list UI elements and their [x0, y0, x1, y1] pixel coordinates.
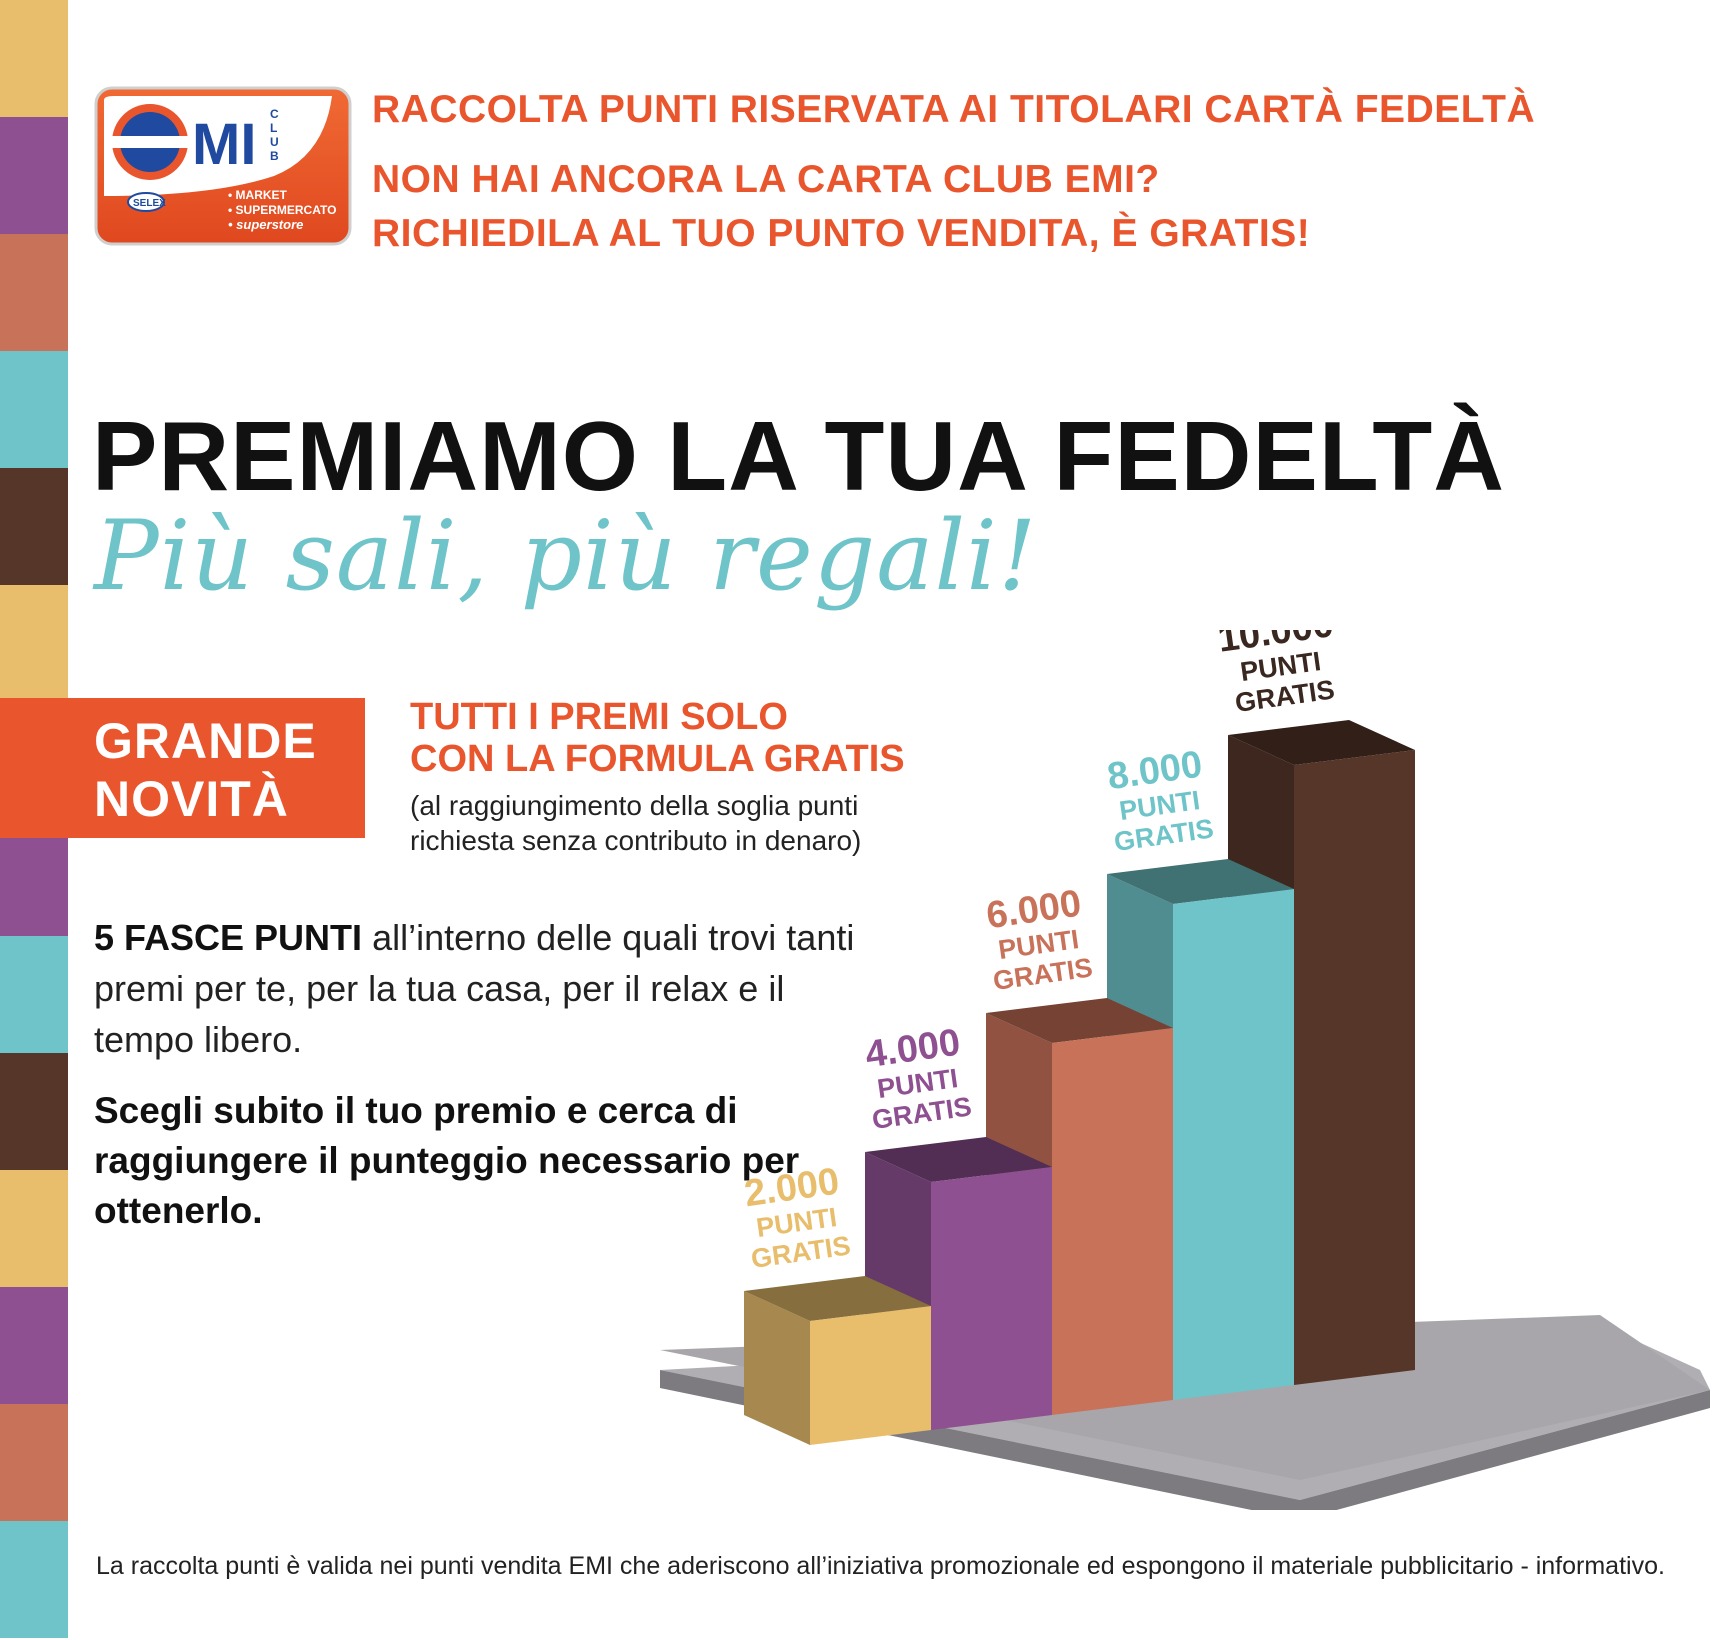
stripe-segment: [0, 936, 68, 1053]
stripe-segment: [0, 1170, 68, 1287]
bar-side-face: [744, 1291, 810, 1445]
badge-line-1: GRANDE: [94, 713, 317, 769]
emi-club-logo: MI C L U B SELEX • MARKET • SUPERMERCATO…: [94, 86, 352, 246]
svg-text:C: C: [270, 107, 279, 121]
description: 5 FASCE PUNTI all’interno delle quali tr…: [94, 912, 894, 1065]
decorative-stripes: [0, 0, 68, 1640]
stripe-segment: [0, 0, 68, 117]
platform-side: [660, 1370, 1710, 1510]
stripe-segment: [0, 819, 68, 936]
header-line-3: RICHIEDILA AL TUO PUNTO VENDITA, È GRATI…: [372, 212, 1311, 255]
bar-top-face: [1228, 720, 1415, 765]
novelty-badge: GRANDE NOVITÀ: [0, 698, 365, 838]
description-bold: 5 FASCE PUNTI: [94, 917, 363, 958]
bar-front-face: [1173, 889, 1294, 1400]
svg-text:• MARKET: • MARKET: [228, 188, 288, 202]
formula-line-1: TUTTI I PREMI SOLO: [410, 696, 788, 738]
stripe-segment: [0, 117, 68, 234]
svg-text:B: B: [270, 149, 279, 163]
call-to-action: Scegli subito il tuo premio e cerca di r…: [94, 1090, 800, 1231]
header-line-1: RACCOLTA PUNTI RISERVATA AI TITOLARI CAR…: [372, 88, 1536, 131]
stripe-segment: [0, 468, 68, 585]
svg-text:• SUPERMERCATO: • SUPERMERCATO: [228, 203, 336, 217]
bar-top-face: [986, 998, 1173, 1043]
bar-front-face: [931, 1167, 1052, 1430]
stripe-segment: [0, 1521, 68, 1638]
stripe-segment: [0, 1287, 68, 1404]
svg-text:L: L: [270, 121, 277, 135]
slogan: Più sali, più regali!: [94, 500, 1038, 612]
header-line-2: NON HAI ANCORA LA CARTA CLUB EMI?: [372, 158, 1160, 201]
stripe-segment: [0, 1404, 68, 1521]
bar-top-face: [1107, 859, 1294, 904]
bar-top-face: [744, 1276, 931, 1321]
stripe-segment: [0, 1053, 68, 1170]
logo-text: MI: [192, 112, 256, 177]
formula-note: (al raggiungimento della soglia punti ri…: [410, 790, 862, 856]
svg-text:SELEX: SELEX: [133, 198, 166, 209]
page-title: PREMIAMO LA TUA FEDELTÀ: [92, 401, 1506, 511]
badge-line-2: NOVITÀ: [94, 771, 289, 827]
bar-top-face: [865, 1137, 1052, 1182]
formula-line-2: CON LA FORMULA GRATIS: [410, 738, 905, 780]
stripe-segment: [0, 351, 68, 468]
description-text: all’interno delle quali trovi tanti prem…: [94, 917, 855, 1060]
footer-disclaimer: La raccolta punti è valida nei punti ven…: [96, 1552, 1665, 1580]
stripe-segment: [0, 585, 68, 702]
stripe-segment: [0, 234, 68, 351]
svg-text:• superstore: • superstore: [228, 217, 303, 232]
formula-heading: TUTTI I PREMI SOLO CON LA FORMULA GRATIS: [410, 696, 905, 780]
bar-front-face: [810, 1306, 931, 1445]
bar-front-face: [1052, 1028, 1173, 1415]
bar-front-face: [1294, 750, 1415, 1385]
svg-text:U: U: [270, 135, 279, 149]
